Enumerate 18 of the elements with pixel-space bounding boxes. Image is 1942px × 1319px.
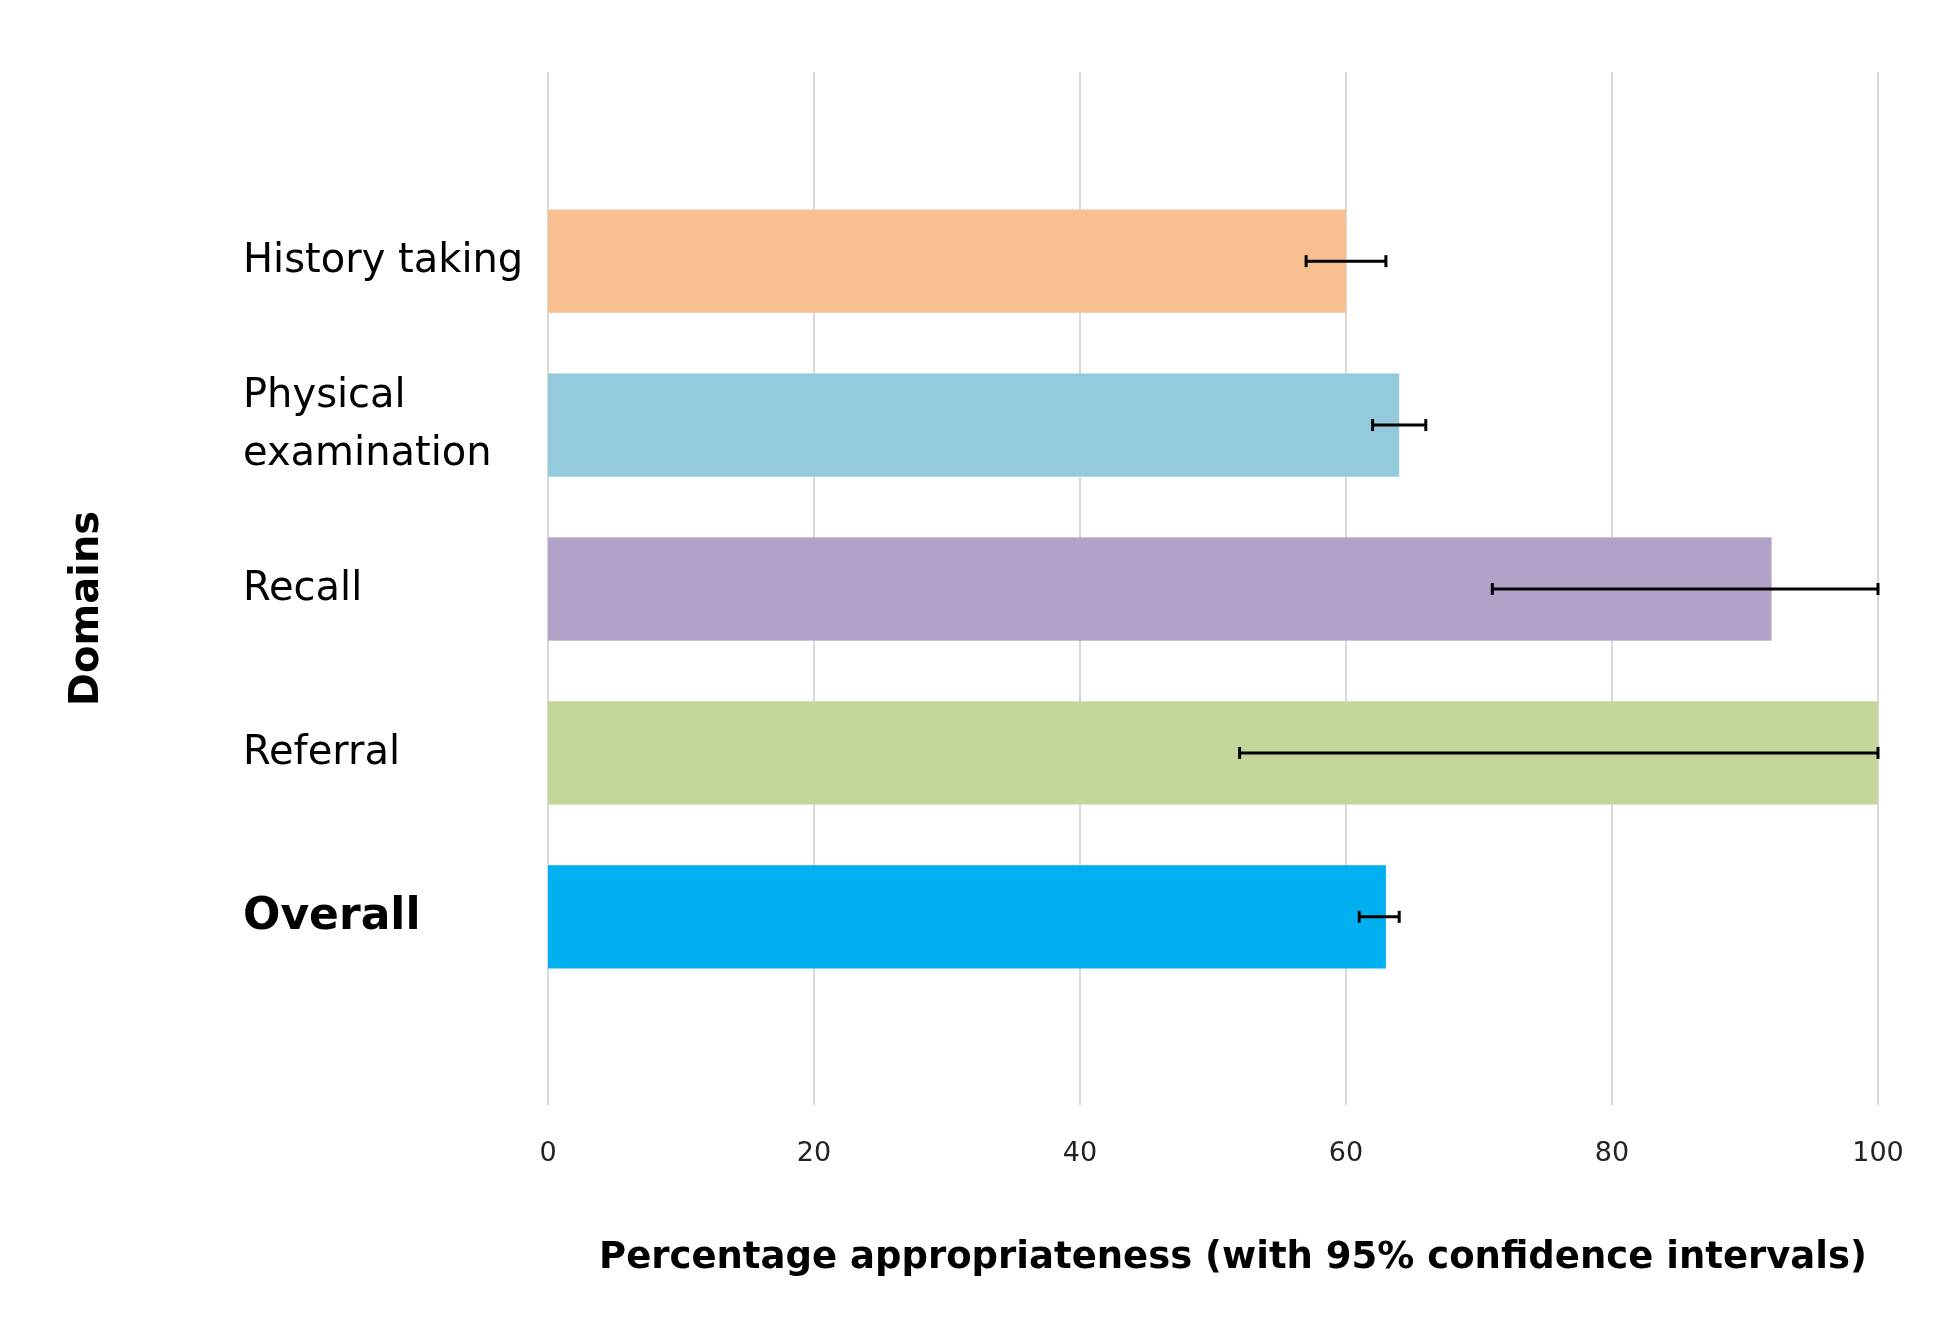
- y-tick-label: Physical examination: [243, 370, 492, 475]
- x-tick-label: 100: [1852, 1135, 1904, 1167]
- bar: [548, 865, 1386, 969]
- x-tick-label: 60: [1328, 1135, 1364, 1167]
- x-tick-label: 80: [1594, 1135, 1630, 1167]
- bar: [548, 537, 1772, 641]
- y-tick-label: Referral: [243, 726, 401, 773]
- y-tick-label: Recall: [243, 563, 363, 609]
- y-tick-label: Overall: [243, 887, 421, 939]
- bar: [548, 209, 1346, 313]
- bar: [548, 701, 1878, 805]
- x-tick-label: 0: [539, 1135, 557, 1167]
- y-tick-label: History taking: [243, 235, 524, 282]
- x-tick-label: 40: [1062, 1135, 1098, 1167]
- x-axis-title: Percentage appropriateness (with 95% confidence intervals): [599, 1234, 1867, 1277]
- y-axis-title: Domains: [61, 510, 107, 707]
- x-tick-label: 20: [796, 1135, 832, 1167]
- bar: [548, 373, 1400, 477]
